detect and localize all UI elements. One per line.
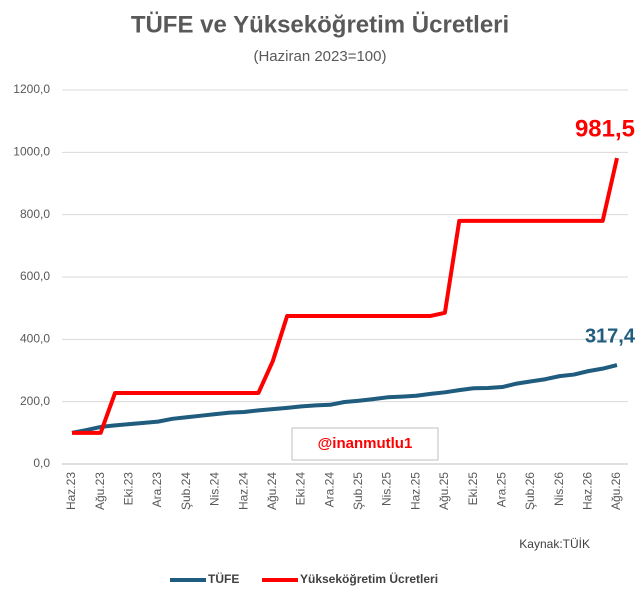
x-tick-label: Eki.23 (122, 472, 136, 506)
watermark-box (291, 427, 439, 461)
legend-label: Yükseköğretim Ücretleri (300, 571, 438, 586)
x-tick-label: Ara.23 (150, 472, 164, 508)
x-tick-label: Ağu.25 (437, 472, 451, 510)
x-tick-label: Şub.26 (523, 472, 537, 510)
legend-label: TÜFE (208, 571, 239, 586)
y-tick-label: 1000,0 (13, 145, 50, 159)
y-tick-label: 0,0 (33, 456, 50, 470)
y-tick-label: 200,0 (20, 394, 50, 408)
x-tick-label: Nis.26 (552, 472, 566, 506)
x-tick-label: Eki.25 (466, 472, 480, 506)
watermark: @inanmutlu1 (318, 435, 413, 452)
x-tick-label: Nis.24 (208, 472, 222, 506)
x-tick-label: Şub.25 (351, 472, 365, 510)
chart-subtitle: (Haziran 2023=100) (253, 48, 386, 65)
x-tick-label: Haz.25 (408, 472, 422, 510)
data-label: 317,4 (585, 325, 636, 347)
x-tick-label: Ağu.26 (609, 472, 623, 510)
y-tick-label: 600,0 (20, 269, 50, 283)
x-tick-label: Ara.25 (494, 472, 508, 508)
series-line (71, 363, 618, 435)
source: Kaynak:TÜİK (519, 537, 590, 551)
y-tick-label: 800,0 (20, 207, 50, 221)
legend: TÜFE Yükseköğretim Ücretleri (170, 571, 438, 586)
x-tick-label: Eki.24 (294, 472, 308, 506)
x-tick-label: Haz.26 (580, 472, 594, 510)
x-tick-label: Haz.23 (64, 472, 78, 510)
y-tick-label: 1200,0 (13, 82, 50, 96)
x-tick-label: Nis.25 (380, 472, 394, 506)
x-tick-label: Ağu.24 (265, 472, 279, 510)
series-line (72, 157, 619, 435)
x-tick-label: Ağu.23 (93, 472, 107, 510)
x-tick-label: Ara.24 (322, 472, 336, 508)
x-tick-label: Şub.24 (179, 472, 193, 510)
x-tick-label: Haz.24 (236, 472, 250, 510)
data-label: 981,5 (575, 115, 635, 142)
chart-title: TÜFE ve Yükseköğretim Ücretleri (131, 11, 509, 38)
y-tick-label: 400,0 (20, 332, 50, 346)
